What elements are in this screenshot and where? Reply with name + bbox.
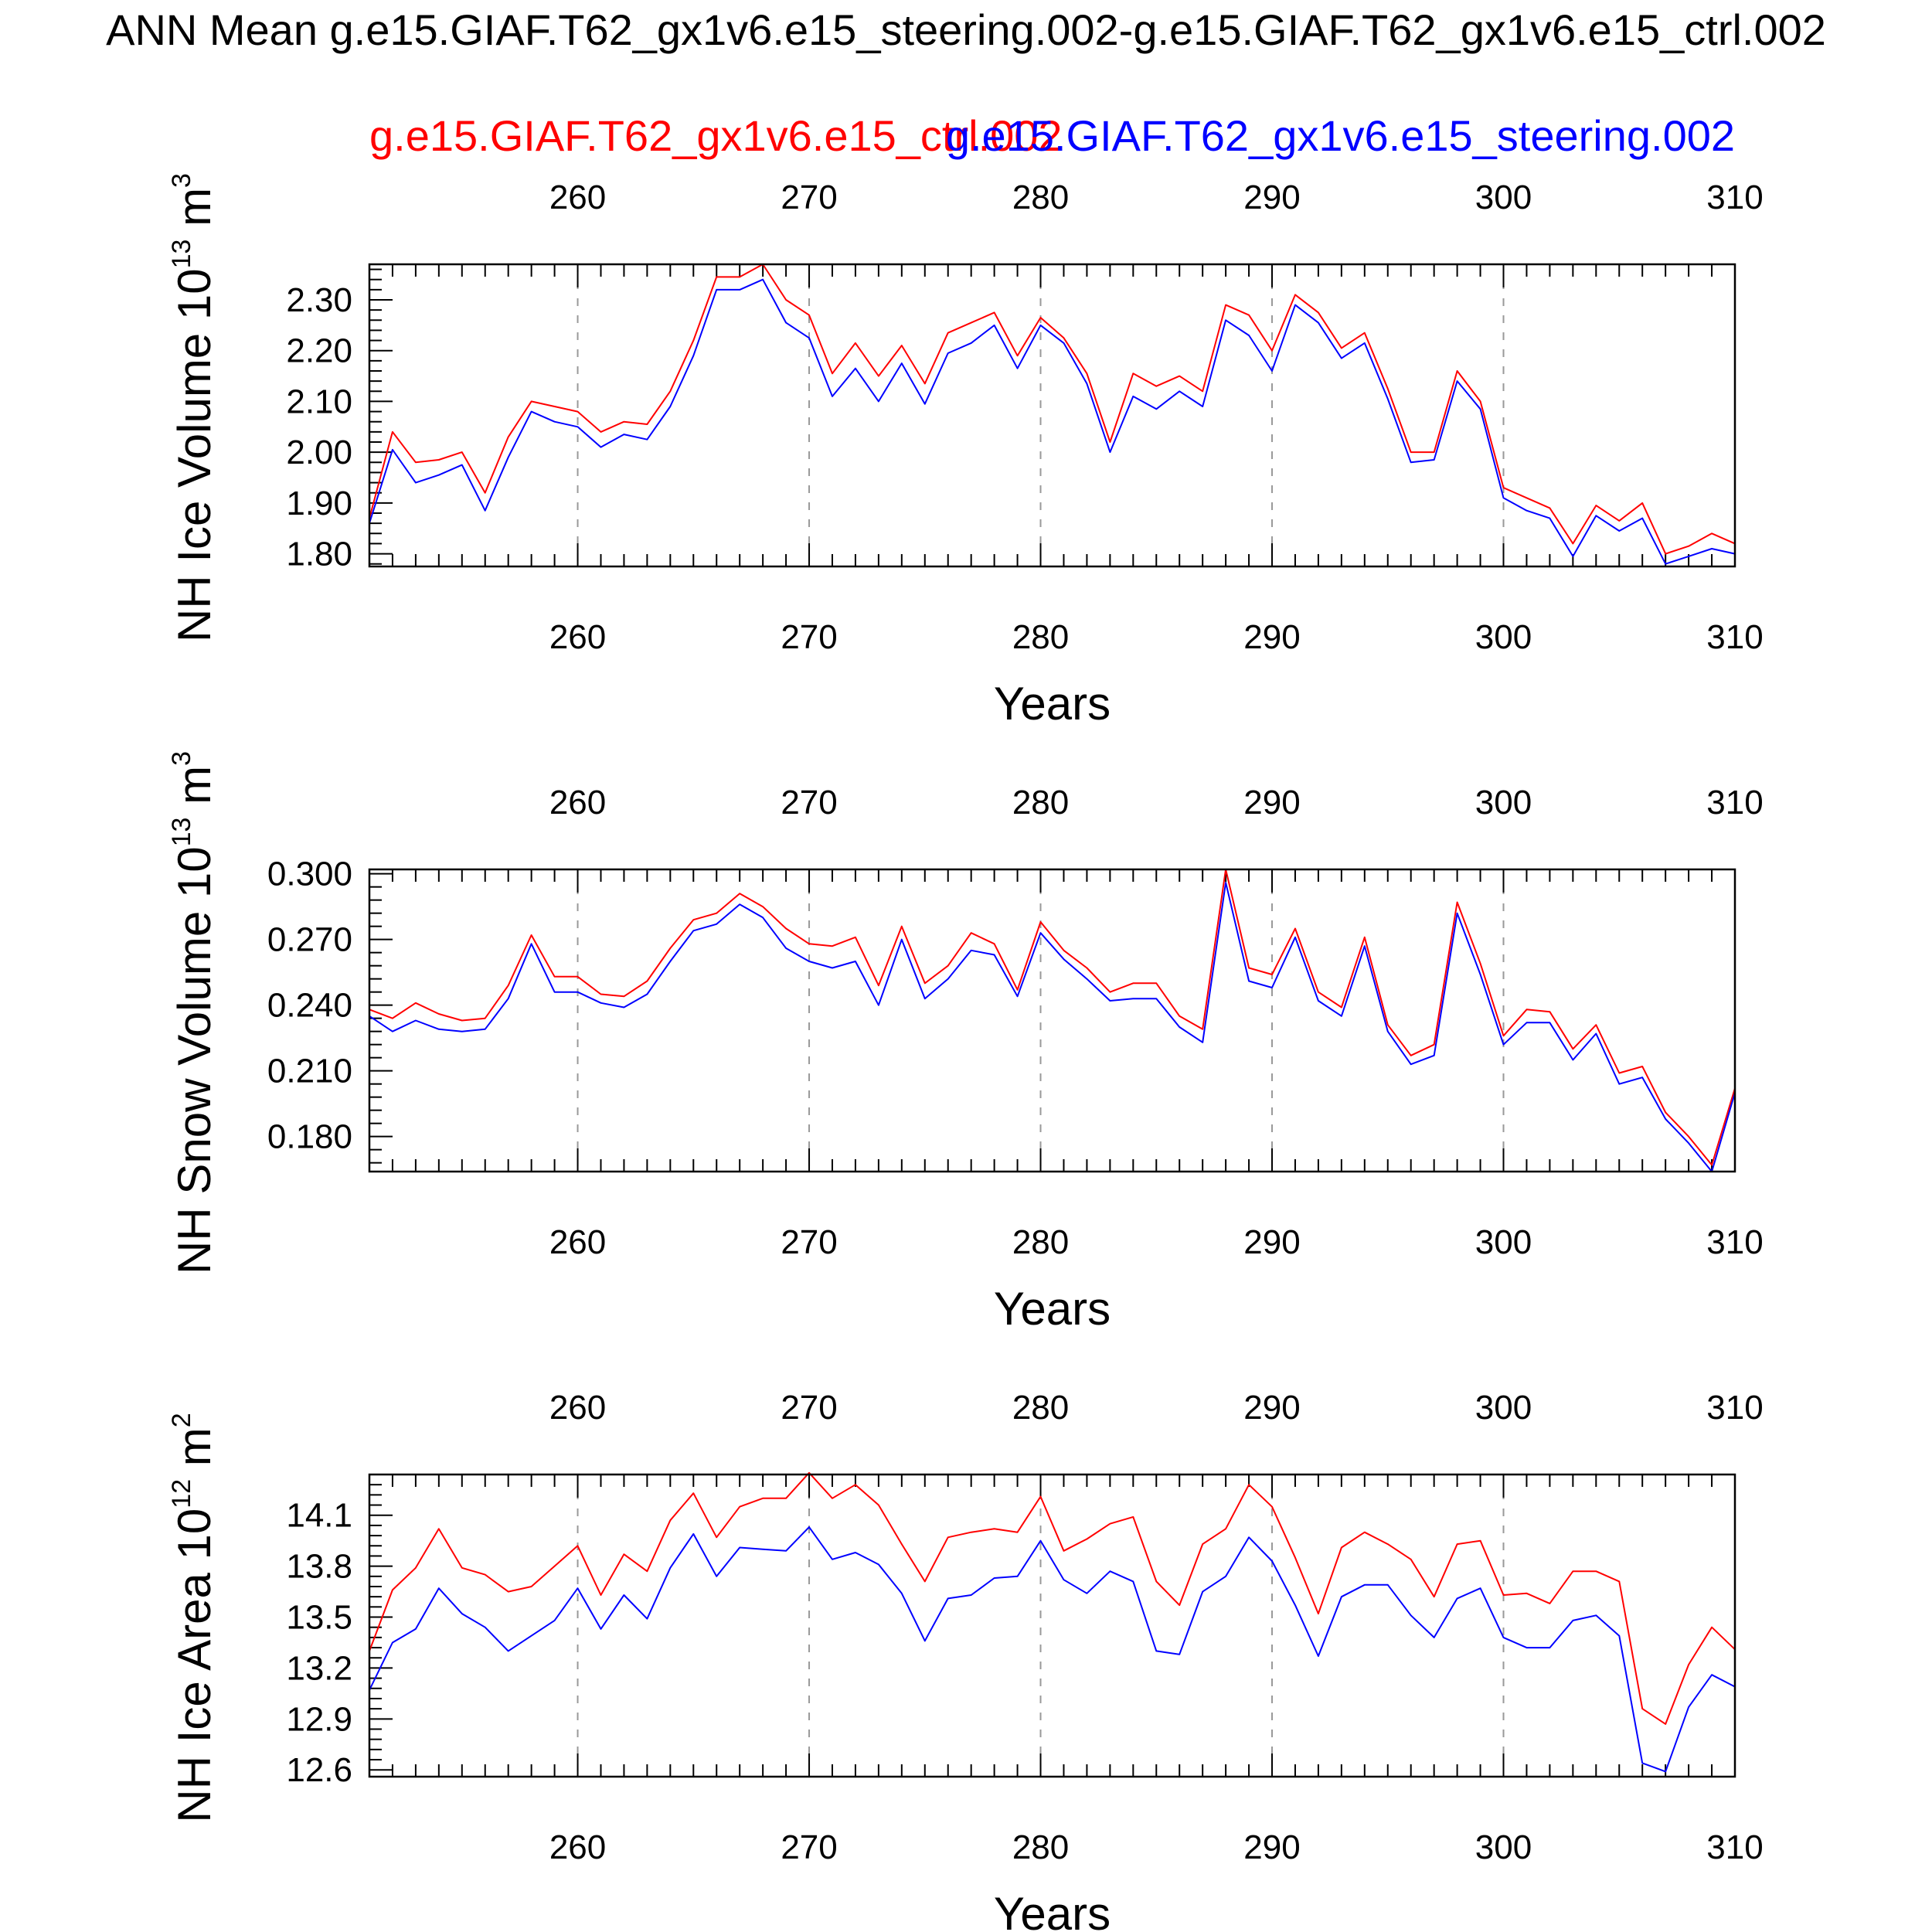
legend-steering-label: g.e15.GIAF.T62_gx1v6.e15_steering.002 <box>946 111 1735 160</box>
x-tick-label-bottom: 270 <box>781 1223 837 1261</box>
panel-1: 1.80 1.90 2.00 2.10 2.20 2.30 260 260 270 270 280 2… <box>167 173 1764 730</box>
x-tick-label-top: 310 <box>1706 1389 1763 1427</box>
x-tick-label-top: 270 <box>781 179 837 216</box>
plot-frame <box>368 263 1736 568</box>
y-tick-label: 13.5 <box>286 1599 352 1637</box>
y-tick-label: 2.30 <box>286 281 352 319</box>
panel-2: 0.180 0.210 0.240 0.270 0.300 260 260 270 270 280… <box>167 751 1764 1335</box>
x-tick-label-top: 270 <box>781 1389 837 1427</box>
x-tick-label-top: 290 <box>1243 1389 1300 1427</box>
plot-frame <box>368 868 1736 1173</box>
y-axis-label: NH Snow Volume 1013 m3 <box>167 751 220 1274</box>
x-axis-label: Years <box>994 678 1111 730</box>
legend-ctrl-label: g.e15.GIAF.T62_gx1v6.e15_ctrl.002 <box>369 111 1063 160</box>
x-tick-label-bottom: 260 <box>549 618 606 656</box>
y-tick-label: 1.80 <box>286 536 352 573</box>
x-tick-label-top: 310 <box>1706 784 1763 821</box>
y-tick-label: 12.9 <box>286 1700 352 1738</box>
x-axis-label: Years <box>994 1283 1111 1335</box>
y-tick-label: 2.10 <box>286 383 352 420</box>
x-tick-label-top: 290 <box>1243 784 1300 821</box>
x-tick-label-top: 270 <box>781 784 837 821</box>
series-line-steering <box>369 1526 1736 1773</box>
x-tick-label-bottom: 310 <box>1706 1828 1763 1866</box>
x-axis-label: Years <box>994 1888 1111 1932</box>
series-line-steering <box>369 278 1736 565</box>
series-line-steering <box>369 882 1736 1172</box>
x-tick-label-top: 300 <box>1475 784 1532 821</box>
y-tick-label: 0.240 <box>267 987 352 1025</box>
x-tick-label-top: 310 <box>1706 179 1763 216</box>
x-tick-label-top: 290 <box>1243 179 1300 216</box>
x-tick-label-top: 280 <box>1012 784 1069 821</box>
y-axis-label: NH Ice Area 1012 m2 <box>167 1413 220 1822</box>
x-tick-label-bottom: 290 <box>1243 1828 1300 1866</box>
y-tick-label: 13.2 <box>286 1649 352 1687</box>
y-axis-label: NH Ice Volume 1013 m3 <box>167 173 220 642</box>
series-line-ctrl <box>369 869 1736 1166</box>
series-line-ctrl <box>369 1471 1736 1725</box>
x-tick-label-bottom: 260 <box>549 1828 606 1866</box>
x-tick-label-top: 260 <box>549 179 606 216</box>
y-tick-label: 12.6 <box>286 1751 352 1789</box>
x-tick-label-top: 300 <box>1475 179 1532 216</box>
x-tick-label-bottom: 270 <box>781 618 837 656</box>
x-tick-label-bottom: 300 <box>1475 1223 1532 1261</box>
chart-title: ANN Mean g.e15.GIAF.T62_gx1v6.e15_steeri… <box>106 5 1826 54</box>
x-tick-label-bottom: 280 <box>1012 618 1069 656</box>
panel-3: 12.6 12.9 13.2 13.5 13.8 14.1 260 260 270 270 280 2… <box>167 1389 1764 1932</box>
x-tick-label-bottom: 260 <box>549 1223 606 1261</box>
x-tick-label-top: 260 <box>549 784 606 821</box>
x-tick-label-bottom: 280 <box>1012 1828 1069 1866</box>
x-tick-label-bottom: 290 <box>1243 1223 1300 1261</box>
x-tick-label-top: 300 <box>1475 1389 1532 1427</box>
plot-frame <box>368 1473 1736 1778</box>
y-tick-label: 0.300 <box>267 855 352 893</box>
x-tick-label-bottom: 300 <box>1475 618 1532 656</box>
y-tick-label: 14.1 <box>286 1497 352 1535</box>
y-tick-label: 2.20 <box>286 332 352 370</box>
x-tick-label-top: 280 <box>1012 1389 1069 1427</box>
x-tick-label-top: 280 <box>1012 179 1069 216</box>
x-tick-label-top: 260 <box>549 1389 606 1427</box>
y-tick-label: 2.00 <box>286 434 352 471</box>
x-tick-label-bottom: 270 <box>781 1828 837 1866</box>
y-tick-label: 0.180 <box>267 1118 352 1156</box>
y-tick-label: 1.90 <box>286 485 352 522</box>
x-tick-label-bottom: 310 <box>1706 618 1763 656</box>
x-tick-label-bottom: 310 <box>1706 1223 1763 1261</box>
x-tick-label-bottom: 290 <box>1243 618 1300 656</box>
x-tick-label-bottom: 300 <box>1475 1828 1532 1866</box>
series-line-ctrl <box>369 264 1736 555</box>
y-tick-label: 13.8 <box>286 1548 352 1586</box>
x-tick-label-bottom: 280 <box>1012 1223 1069 1261</box>
y-tick-label: 0.270 <box>267 921 352 959</box>
y-tick-label: 0.210 <box>267 1053 352 1090</box>
